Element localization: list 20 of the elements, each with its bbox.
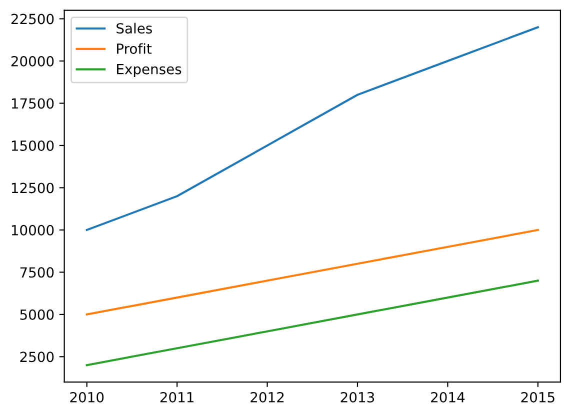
y-tick-label: 20000: [11, 56, 54, 66]
legend-label: Profit: [117, 43, 152, 54]
x-tick-label: 2013: [340, 392, 374, 402]
y-tick-label: 5000: [20, 309, 54, 320]
x-tick-label: 2010: [70, 392, 104, 402]
line-series: [86, 280, 539, 366]
x-tick-label: 2014: [431, 392, 465, 402]
legend-label: Sales: [116, 22, 152, 34]
x-tick-label: 2012: [250, 392, 284, 402]
y-tick-label: 22500: [11, 14, 54, 24]
y-tick-label: 12500: [12, 182, 54, 194]
y-tick-label: 2500: [20, 352, 54, 362]
y-tick-label: 10000: [12, 224, 54, 236]
y-tick-label: 7500: [20, 267, 54, 278]
y-tick-label: 15000: [12, 140, 54, 151]
legend-label: Expenses: [117, 64, 182, 78]
y-tick-label: 17500: [12, 98, 54, 109]
x-tick-label: 2015: [521, 392, 554, 402]
x-tick-label: 2011: [160, 392, 194, 402]
line-series: [86, 228, 539, 316]
